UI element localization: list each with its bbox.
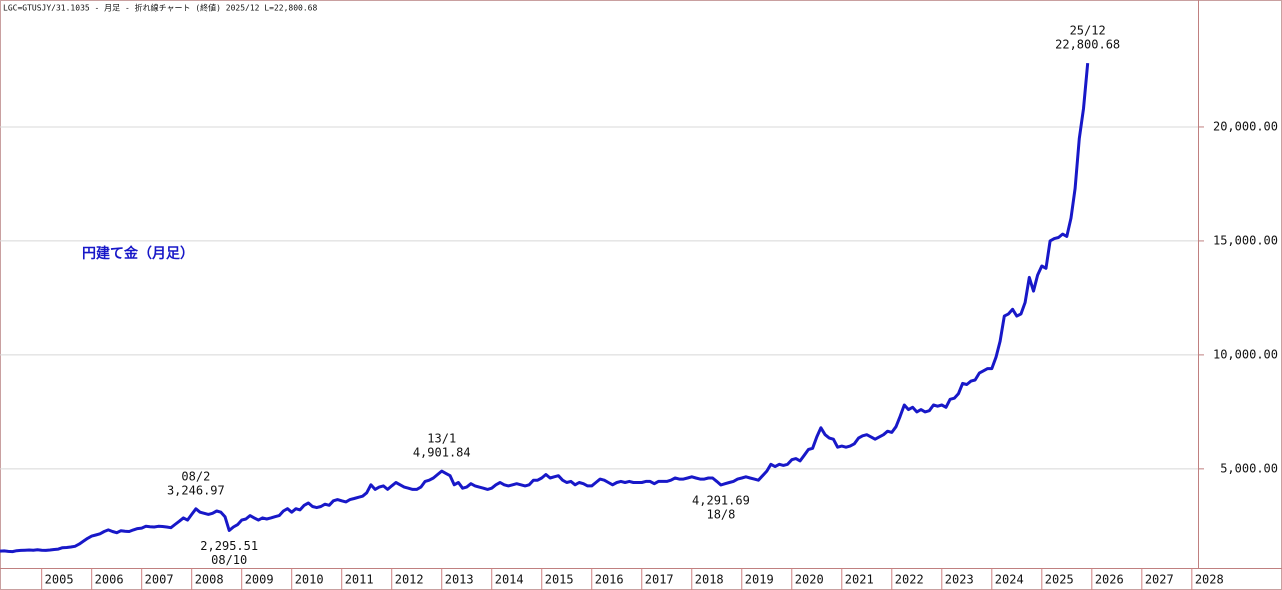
x-tick-label: 2021: [845, 573, 874, 587]
x-tick-label: 2023: [945, 573, 974, 587]
x-tick-label: 2024: [995, 573, 1024, 587]
y-tick-label: 5,000.00: [1220, 461, 1278, 475]
x-tick-label: 2016: [595, 573, 624, 587]
x-tick-label: 2020: [795, 573, 824, 587]
y-tick-label: 15,000.00: [1213, 233, 1278, 247]
x-tick-label: 2011: [345, 573, 374, 587]
x-tick-label: 2025: [1045, 573, 1074, 587]
x-tick-label: 2014: [495, 573, 524, 587]
x-tick-label: 2026: [1095, 573, 1124, 587]
x-tick-label: 2007: [145, 573, 174, 587]
x-tick-label: 2017: [645, 573, 674, 587]
x-tick-label: 2005: [45, 573, 74, 587]
x-tick-label: 2010: [295, 573, 324, 587]
x-tick-label: 2027: [1145, 573, 1174, 587]
annotation: 08/10: [211, 553, 247, 567]
annotation: 2,295.51: [200, 539, 258, 553]
x-tick-label: 2012: [395, 573, 424, 587]
annotation: 3,246.97: [167, 483, 225, 497]
annotation: 13/1: [427, 432, 456, 446]
x-tick-label: 2015: [545, 573, 574, 587]
annotation: 4,291.69: [692, 493, 750, 507]
annotation: 22,800.68: [1055, 38, 1120, 52]
x-tick-label: 2009: [245, 573, 274, 587]
x-tick-label: 2018: [695, 573, 724, 587]
chart-label: 円建て金（月足）: [82, 245, 194, 262]
annotation: 25/12: [1070, 24, 1106, 38]
y-tick-label: 20,000.00: [1213, 119, 1278, 133]
x-tick-label: 2028: [1195, 573, 1224, 587]
annotation: 08/2: [181, 469, 210, 483]
annotation: 4,901.84: [413, 446, 471, 460]
x-tick-label: 2006: [95, 573, 124, 587]
y-tick-label: 10,000.00: [1213, 347, 1278, 361]
x-tick-label: 2013: [445, 573, 474, 587]
x-tick-label: 2022: [895, 573, 924, 587]
annotation: 18/8: [706, 507, 735, 521]
x-tick-label: 2019: [745, 573, 774, 587]
chart-title: LGC=GTUSJY/31.1035 - 月足 - 折れ線チャート (終値) 2…: [3, 3, 317, 13]
price-line: [0, 62, 1090, 554]
x-tick-label: 2008: [195, 573, 224, 587]
